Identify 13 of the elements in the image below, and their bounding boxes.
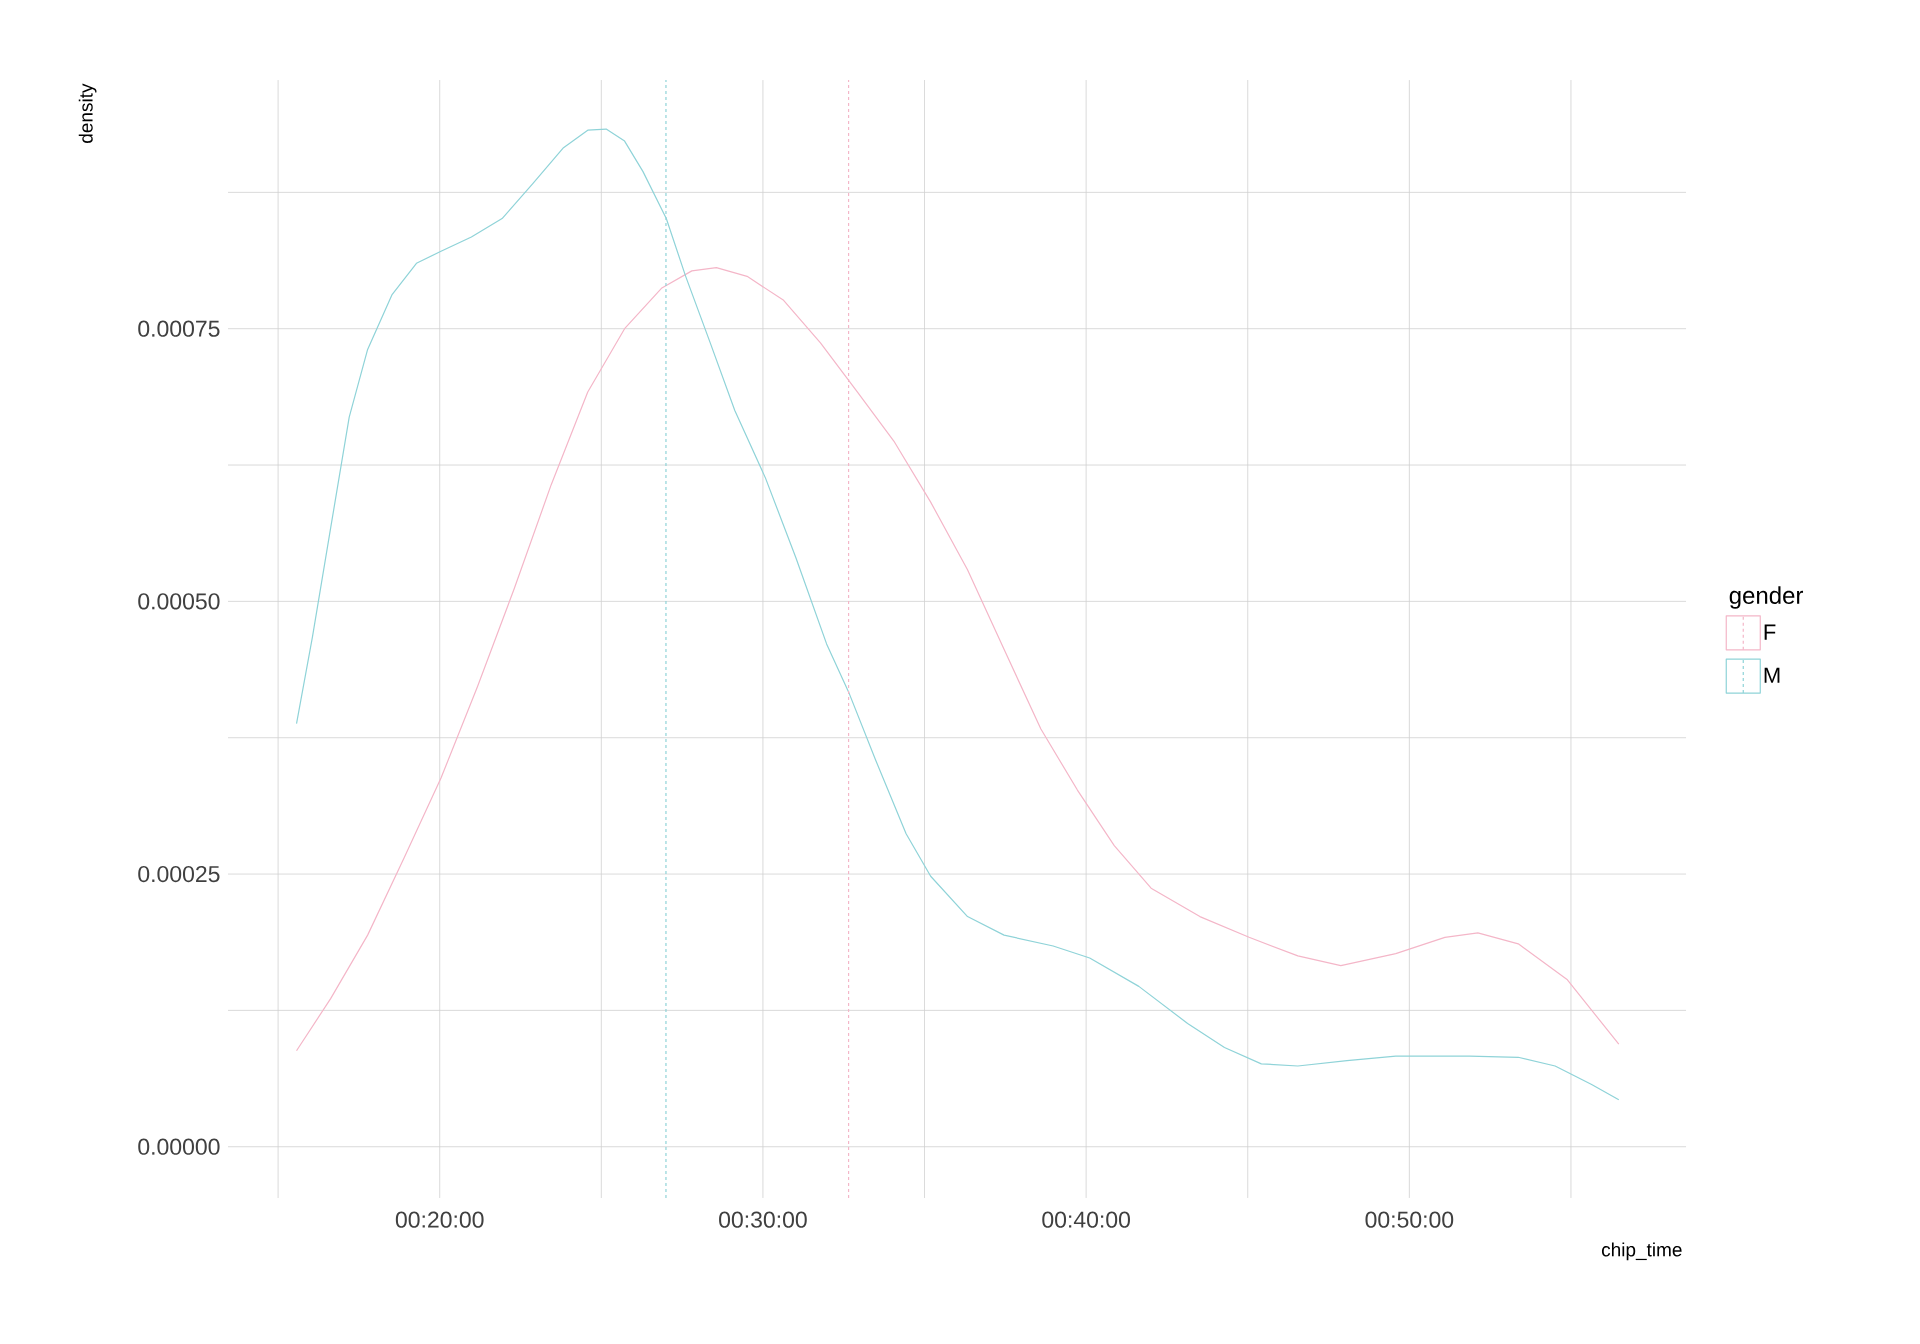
y-axis-title: density	[78, 83, 97, 143]
x-tick-label: 00:30:00	[719, 1211, 807, 1228]
legend-label: F	[1764, 624, 1776, 640]
legend-label: M	[1764, 667, 1780, 683]
x-tick-label: 00:50:00	[1365, 1211, 1454, 1228]
y-tick-label: 0.00050	[138, 593, 220, 610]
legend-title: gender	[1729, 586, 1804, 609]
y-tick-label: 0.00000	[138, 1138, 220, 1155]
x-tick-label: 00:20:00	[395, 1211, 484, 1228]
x-axis-title: chip_time	[1601, 1242, 1682, 1261]
y-tick-label: 0.00075	[138, 320, 220, 337]
x-tick-label: 00:40:00	[1042, 1211, 1130, 1228]
y-tick-label: 0.00025	[138, 865, 220, 883]
